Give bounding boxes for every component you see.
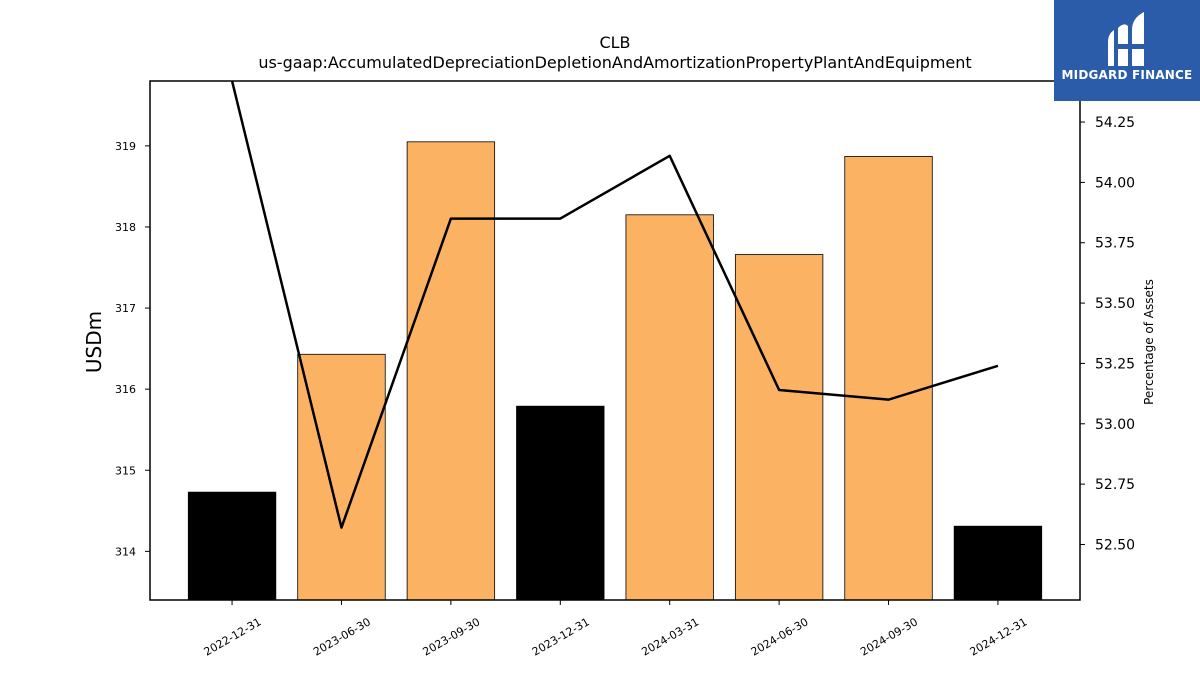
x-tick-label: 2024-03-31: [639, 615, 701, 658]
y-tick-label: 317: [115, 302, 136, 315]
x-tick-label: 2024-09-30: [858, 615, 920, 658]
x-axis: 2022-12-31 2023-06-30 2023-09-30 2023-12-31…: [202, 600, 1030, 659]
y2-tick-label: 54.00: [1095, 175, 1135, 191]
chart-subtitle: us-gaap:AccumulatedDepreciationDepletion…: [258, 53, 971, 72]
y2-tick-label: 53.50: [1095, 296, 1135, 312]
y2-axis-label: Percentage of Assets: [1142, 279, 1156, 405]
y-tick-label: 319: [115, 140, 136, 153]
midgard-finance-logo: MIDGARD FINANCE: [1054, 0, 1200, 101]
x-tick-label: 2022-12-31: [202, 615, 264, 658]
bar: [734, 254, 824, 601]
bar: [844, 156, 933, 601]
x-tick-label: 2023-12-31: [530, 615, 592, 658]
y2-tick-label: 53.00: [1095, 417, 1135, 433]
y-axis-left: 314 315 316 317 318 319: [115, 140, 150, 558]
percentage-line: [230, 81, 999, 529]
bar: [516, 405, 605, 601]
plot-frame: [149, 80, 1081, 601]
y-tick-label: 315: [115, 464, 136, 477]
y2-tick-label: 54.25: [1095, 115, 1135, 131]
bar: [187, 491, 277, 601]
y2-tick-label: 53.25: [1095, 356, 1135, 372]
x-tick-label: 2023-06-30: [311, 615, 373, 658]
y-tick-label: 314: [115, 545, 136, 558]
y-tick-label: 318: [115, 221, 136, 234]
line-layer: [230, 81, 999, 529]
x-tick-label: 2024-06-30: [749, 615, 811, 658]
y-tick-label: 316: [115, 383, 136, 396]
bar: [297, 353, 386, 601]
chart-title: CLB: [599, 33, 630, 52]
y2-tick-label: 53.75: [1095, 236, 1135, 252]
y-axis-label: USDm: [82, 311, 106, 373]
bar: [625, 214, 714, 601]
y2-tick-label: 52.75: [1095, 477, 1135, 493]
x-tick-label: 2023-09-30: [421, 615, 483, 658]
y2-tick-label: 52.50: [1095, 537, 1135, 553]
midgard-logo-icon: [1108, 12, 1144, 66]
bar: [406, 141, 496, 601]
bar: [953, 525, 1043, 601]
y-axis-right: 52.50 52.75 53.00 53.25 53.50 53.75 54.00 54.25: [1080, 115, 1135, 553]
bars-layer: [187, 141, 1043, 601]
logo-text: MIDGARD FINANCE: [1061, 68, 1193, 82]
x-tick-label: 2024-12-31: [968, 615, 1030, 658]
